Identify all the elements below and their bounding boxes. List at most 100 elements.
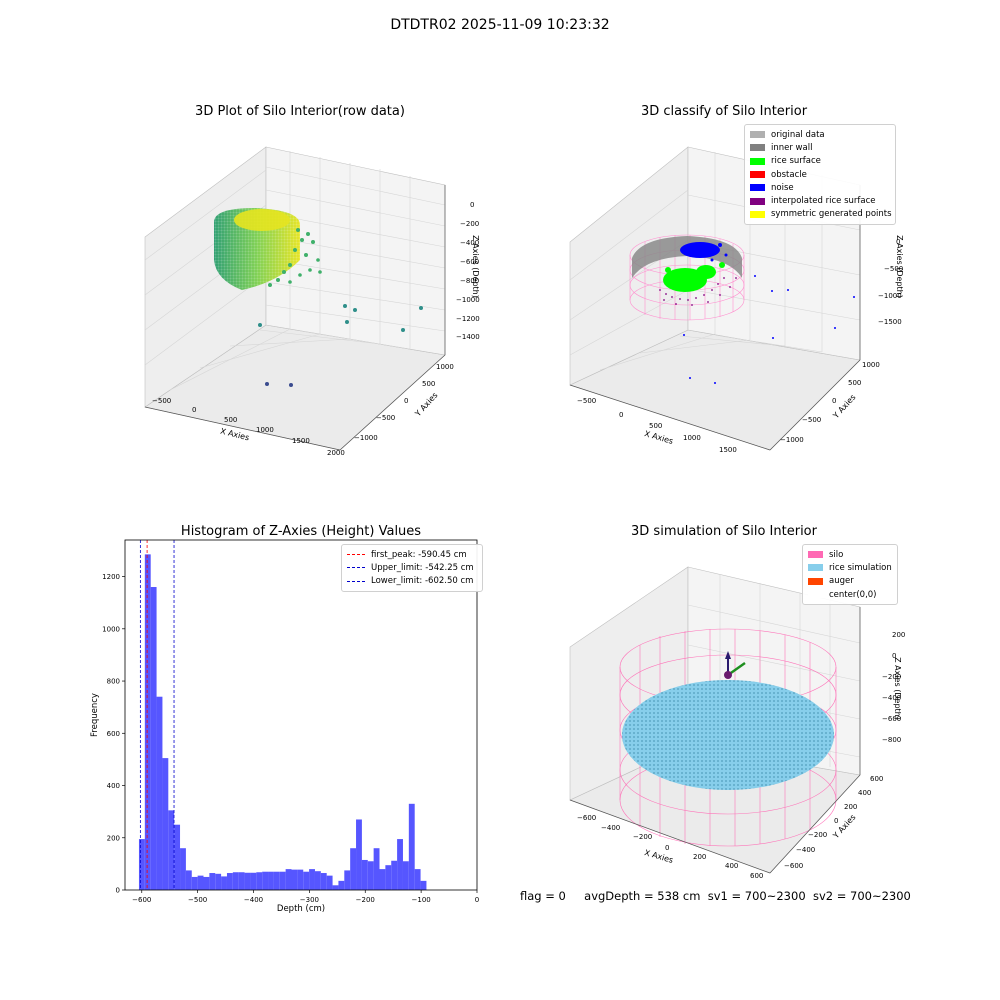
legend-label: rice surface [771, 156, 821, 167]
legend-swatch [750, 157, 765, 165]
legend-item: auger [808, 575, 892, 588]
histogram-bar [397, 839, 403, 890]
classify-z-tick: −1500 [878, 318, 902, 326]
avg-depth-readout: avgDepth = 538 cm [584, 889, 701, 903]
raw-z-tick: −1400 [456, 333, 480, 341]
legend-label: noise [771, 182, 794, 193]
histogram-bar [356, 819, 362, 890]
legend-swatch [750, 171, 765, 179]
simulation-z-tick: −800 [882, 736, 902, 744]
histogram-bar [262, 871, 269, 890]
legend-label: center(0,0) [829, 589, 877, 600]
histogram-x-tick: −400 [244, 896, 263, 904]
histogram-bar [150, 587, 157, 890]
raw-y-tick: −1000 [354, 434, 378, 442]
flag-readout: flag = 0 [520, 889, 566, 903]
histogram-bar [314, 871, 321, 890]
raw-z-label: Z Axies (Depth) [470, 235, 480, 298]
legend-label: obstacle [771, 169, 807, 180]
raw-z-tick: −1200 [456, 315, 480, 323]
raw-y-tick: 0 [404, 397, 409, 405]
histogram-y-tick: 0 [116, 887, 120, 895]
raw-z-ticks: 0 −200 −400 −600 −800 −1000 −1200 −1400 [456, 200, 496, 345]
simulation-legend: silo rice simulation auger center(0,0) [802, 544, 898, 606]
legend-item: Upper_limit: -542.25 cm [347, 561, 477, 574]
histogram-x-tick: −500 [188, 896, 207, 904]
histogram-bar [232, 872, 239, 890]
simulation-x-tick: 200 [693, 853, 707, 861]
simulation-x-tick: −600 [577, 814, 597, 822]
classify-z-tick: −500 [884, 265, 904, 273]
histogram-bar [420, 880, 427, 890]
simulation-z-tick: −400 [882, 694, 902, 702]
histogram-bar [144, 554, 151, 890]
histogram-bar [385, 865, 392, 890]
raw-x-tick: 500 [224, 416, 238, 424]
raw-x-tick: 2000 [327, 449, 345, 457]
histogram-frame [124, 539, 478, 891]
sv2-readout: sv2 = 700~2300 [812, 889, 911, 903]
classify-y-ticks: 1000 500 0 −500 −1000 [776, 358, 886, 448]
legend-label: inner wall [771, 142, 813, 153]
histogram-y-tick: 800 [107, 678, 120, 686]
simulation-y-tick: 600 [870, 775, 884, 783]
simulation-z-tick: 200 [892, 631, 906, 639]
histogram-bar [285, 869, 292, 890]
raw-z-tick: −200 [460, 220, 480, 228]
simulation-x-ticks: −600 −400 −200 0 200 400 600 [575, 812, 785, 880]
legend-swatch [808, 551, 823, 559]
classify-x-tick: 1000 [683, 434, 701, 442]
histogram-title: Histogram of Z-Axies (Height) Values [180, 524, 422, 539]
classify-y-tick: −500 [802, 416, 822, 424]
legend-swatch [808, 577, 823, 585]
legend-swatch [750, 210, 765, 218]
histogram-y-tick: 200 [107, 834, 120, 842]
raw-x-tick: −500 [152, 397, 172, 405]
histogram-bar [162, 758, 169, 890]
histogram-chart: −600 −500 −400 −300 −200 −100 0 0 200 400 600 800 1… [90, 539, 479, 914]
histogram-bar [221, 876, 227, 890]
histogram-bar [215, 873, 222, 890]
raw-x-tick: 0 [192, 406, 197, 414]
histogram-bar [174, 824, 181, 890]
raw-z-tick: −400 [460, 239, 480, 247]
legend-item: rice simulation [808, 561, 892, 574]
simulation-plot-title: 3D simulation of Silo Interior [631, 524, 817, 539]
simulation-y-ticks: 600 400 200 0 −200 −400 −600 [778, 772, 888, 872]
raw-x-tick: 1000 [256, 426, 274, 434]
classify-z-tick: −1000 [878, 292, 902, 300]
histogram-bar [344, 870, 351, 890]
histogram-legend: first_peak: -590.45 cm Upper_limit: -542… [341, 544, 483, 592]
simulation-x-tick: 600 [750, 872, 764, 880]
histogram-bar [309, 869, 315, 890]
legend-item: rice surface [750, 155, 890, 168]
raw-y-tick: 1000 [436, 363, 454, 371]
classify-y-tick: −1000 [780, 436, 804, 444]
legend-item: noise [750, 181, 890, 194]
raw-z-tick: −1000 [456, 296, 480, 304]
histogram-bar [250, 872, 257, 890]
histogram-y-tick: 1000 [102, 625, 120, 633]
histogram-bar [180, 848, 186, 890]
legend-item: first_peak: -590.45 cm [347, 548, 477, 561]
histogram-bar [350, 848, 357, 890]
simulation-x-tick: 400 [725, 862, 739, 870]
histogram-bar [414, 869, 421, 890]
legend-item: original data [750, 128, 890, 141]
legend-label: Upper_limit: -542.25 cm [371, 562, 474, 573]
legend-label: interpolated rice surface [771, 196, 876, 207]
histogram-bar [379, 869, 386, 890]
legend-item: symmetric generated points [750, 208, 892, 221]
histogram-bar [185, 870, 192, 890]
legend-label: auger [829, 576, 854, 587]
legend-swatch [750, 197, 765, 205]
histogram-bar [168, 810, 175, 890]
histogram-y-tick: 600 [107, 730, 120, 738]
histogram-bar [238, 872, 245, 890]
histogram-bar [191, 876, 198, 890]
histogram-bar [367, 861, 374, 890]
histogram-bar [303, 871, 310, 890]
raw-x-ticks: −500 0 500 1000 1500 2000 [150, 397, 370, 457]
legend-swatch [750, 144, 765, 152]
raw-y-ticks: 1000 500 0 −500 −1000 [350, 360, 460, 450]
